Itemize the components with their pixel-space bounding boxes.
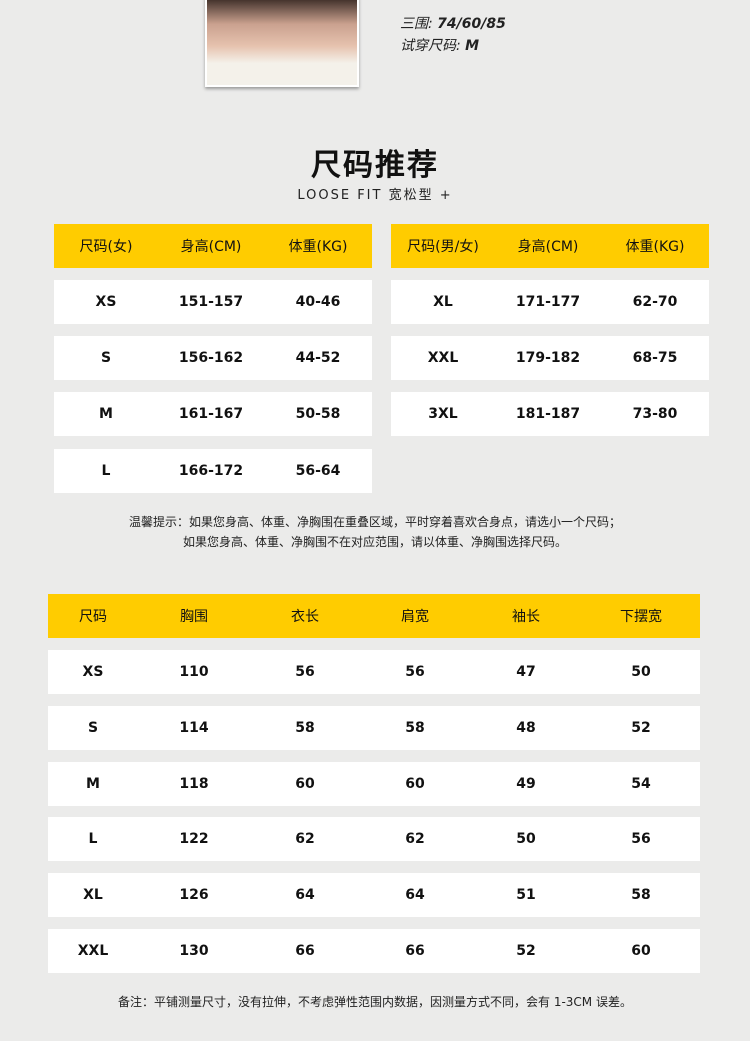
table-header-cell: 体重(KG) bbox=[625, 239, 685, 255]
table-row-cell: 60 bbox=[295, 776, 315, 792]
table-header-cell: 胸围 bbox=[180, 609, 208, 625]
table-row-cell: 58 bbox=[405, 720, 425, 736]
table-row-cell: XXL bbox=[77, 943, 109, 959]
model-measurements: 三围: 74/60/85 bbox=[400, 13, 506, 33]
table-row-cell: 64 bbox=[405, 887, 425, 903]
table-header-cell: 尺码 bbox=[79, 609, 107, 625]
table-row-cell: 171-177 bbox=[515, 294, 581, 310]
table-header-cell: 身高(CM) bbox=[180, 239, 242, 255]
table-row-cell: L bbox=[101, 463, 111, 479]
table-row-cell: 56-64 bbox=[295, 463, 341, 479]
table-row-cell: M bbox=[99, 406, 113, 422]
page-subtitle: LOOSE FIT 宽松型 + bbox=[297, 188, 453, 203]
table-row-cell: XS bbox=[95, 294, 117, 310]
table-row-cell: 118 bbox=[179, 776, 209, 792]
table-row-cell: 47 bbox=[516, 664, 536, 680]
table-header-cell: 尺码(男/女) bbox=[407, 239, 479, 255]
table-row-cell: S bbox=[100, 350, 112, 366]
table-row-cell: 51 bbox=[516, 887, 536, 903]
table-row-cell: 130 bbox=[179, 943, 209, 959]
table-row-cell: 73-80 bbox=[632, 406, 678, 422]
table-header: 尺码 胸围 衣长 肩宽 袖长 下摆宽 bbox=[48, 594, 700, 638]
table-row-cell: 179-182 bbox=[515, 350, 581, 366]
table-row-cell: L bbox=[88, 831, 98, 847]
table-row-cell: 60 bbox=[405, 776, 425, 792]
table-row-cell: 50 bbox=[516, 831, 536, 847]
table-row-cell: XXL bbox=[427, 350, 459, 366]
table-row-cell: 181-187 bbox=[515, 406, 581, 422]
table-row-cell: XL bbox=[83, 887, 103, 903]
table-row-cell: 58 bbox=[295, 720, 315, 736]
table-row-cell: 50 bbox=[631, 664, 651, 680]
size-value: M bbox=[465, 38, 480, 54]
table-row-cell: 151-157 bbox=[178, 294, 244, 310]
table-row-cell: M bbox=[86, 776, 100, 792]
table-row-cell: 110 bbox=[179, 664, 209, 680]
table-row: 3XL 181-187 73-80 bbox=[391, 392, 709, 436]
bust-label: 三围: bbox=[400, 16, 433, 32]
tip-line-2: 如果您身高、体重、净胸围不在对应范围，请以体重、净胸围选择尺码。 bbox=[182, 535, 567, 549]
model-photo bbox=[205, 0, 359, 87]
table-row-cell: 56 bbox=[405, 664, 425, 680]
table-row-cell: XL bbox=[433, 294, 453, 310]
table-row: S 156-162 44-52 bbox=[54, 336, 372, 380]
table-row-cell: 49 bbox=[516, 776, 536, 792]
table-row: XS 110 56 56 47 50 bbox=[48, 650, 700, 694]
table-row-cell: 62 bbox=[295, 831, 315, 847]
bust-value: 74/60/85 bbox=[437, 16, 506, 32]
model-size: 试穿尺码: M bbox=[400, 35, 479, 55]
table-row-cell: 66 bbox=[295, 943, 315, 959]
table-row-cell: 52 bbox=[631, 720, 651, 736]
table-row-cell: 62 bbox=[405, 831, 425, 847]
table-row: XS 151-157 40-46 bbox=[54, 280, 372, 324]
table-row-cell: 50-58 bbox=[295, 406, 341, 422]
page-title: 尺码推荐 bbox=[311, 148, 439, 183]
table-row-cell: 161-167 bbox=[178, 406, 244, 422]
table-row: XXL 130 66 66 52 60 bbox=[48, 929, 700, 973]
table-row-cell: XS bbox=[82, 664, 104, 680]
table-row-cell: 56 bbox=[295, 664, 315, 680]
table-row: XXL 179-182 68-75 bbox=[391, 336, 709, 380]
table-row: L 122 62 62 50 56 bbox=[48, 817, 700, 861]
table-header-cell: 下摆宽 bbox=[620, 609, 662, 625]
table-row-cell: 156-162 bbox=[178, 350, 244, 366]
table-row-cell: 60 bbox=[631, 943, 651, 959]
table-row: L 166-172 56-64 bbox=[54, 449, 372, 493]
size-label: 试穿尺码: bbox=[400, 38, 461, 54]
table-row-cell: S bbox=[87, 720, 99, 736]
table-row-cell: 58 bbox=[631, 887, 651, 903]
table-row: M 161-167 50-58 bbox=[54, 392, 372, 436]
table-row-cell: 66 bbox=[405, 943, 425, 959]
table-row-cell: 3XL bbox=[428, 406, 458, 422]
table-header-cell: 肩宽 bbox=[401, 609, 429, 625]
table-row-cell: 56 bbox=[631, 831, 651, 847]
table-row-cell: 68-75 bbox=[632, 350, 678, 366]
table-row-cell: 122 bbox=[179, 831, 209, 847]
table-header-cell: 袖长 bbox=[512, 609, 540, 625]
table-row-cell: 64 bbox=[295, 887, 315, 903]
table-header-cell: 尺码(女) bbox=[79, 239, 133, 255]
table-row-cell: 40-46 bbox=[295, 294, 341, 310]
table-header-cell: 衣长 bbox=[291, 609, 319, 625]
table-header-cell: 身高(CM) bbox=[517, 239, 579, 255]
table-row-cell: 126 bbox=[179, 887, 209, 903]
table-row-cell: 114 bbox=[179, 720, 209, 736]
table-row-cell: 166-172 bbox=[178, 463, 244, 479]
footnote: 备注：平铺测量尺寸，没有拉伸，不考虑弹性范围内数据，因测量方式不同，会有 1-3… bbox=[118, 995, 632, 1009]
table-header: 尺码(男/女) 身高(CM) 体重(KG) bbox=[391, 224, 709, 268]
table-row-cell: 62-70 bbox=[632, 294, 678, 310]
table-header-cell: 体重(KG) bbox=[288, 239, 348, 255]
table-row-cell: 54 bbox=[631, 776, 651, 792]
table-row-cell: 52 bbox=[516, 943, 536, 959]
table-row: XL 171-177 62-70 bbox=[391, 280, 709, 324]
table-row: S 114 58 58 48 52 bbox=[48, 706, 700, 750]
table-row: M 118 60 60 49 54 bbox=[48, 762, 700, 806]
table-row-cell: 48 bbox=[516, 720, 536, 736]
table-row: XL 126 64 64 51 58 bbox=[48, 873, 700, 917]
table-row-cell: 44-52 bbox=[295, 350, 341, 366]
table-header: 尺码(女) 身高(CM) 体重(KG) bbox=[54, 224, 372, 268]
tip-line-1: 温馨提示：如果您身高、体重、净胸围在重叠区域，平时穿着喜欢合身点，请选小一个尺码… bbox=[128, 515, 621, 529]
